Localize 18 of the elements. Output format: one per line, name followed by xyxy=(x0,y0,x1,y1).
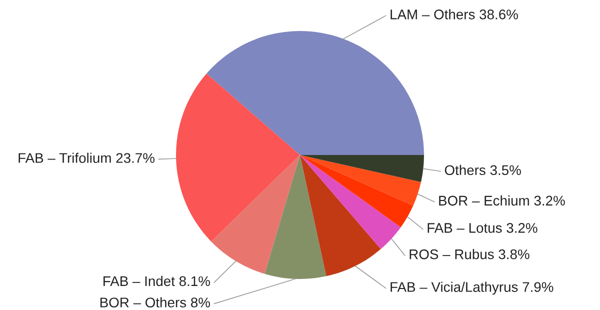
pie-slice xyxy=(300,155,422,206)
pie-slice xyxy=(300,155,401,250)
slice-label: BOR – Echium 3.2% xyxy=(439,195,565,206)
slice-label: FAB – Lotus 3.2% xyxy=(428,223,538,233)
pie-slice xyxy=(176,74,300,242)
slice-label: ROS – Rubus 3.8% xyxy=(410,249,530,260)
slice-label: Others 3.5% xyxy=(444,164,521,176)
slice-label: FAB – Trifolium 23.7% xyxy=(18,152,154,163)
slice-label: BOR – Others 8% xyxy=(100,297,210,308)
slice-label: LAM – Others 38.6% xyxy=(390,9,518,20)
pie-slice xyxy=(300,155,424,182)
pie-slice xyxy=(300,155,381,276)
pie-slice xyxy=(206,31,424,155)
pie-slice xyxy=(211,155,300,274)
pie-slice xyxy=(300,155,414,228)
slice-label: FAB – Vicia/Lathyrus 7.9% xyxy=(390,282,554,295)
pie-slice xyxy=(264,155,326,279)
slice-label: FAB – Indet 8.1% xyxy=(104,276,210,286)
